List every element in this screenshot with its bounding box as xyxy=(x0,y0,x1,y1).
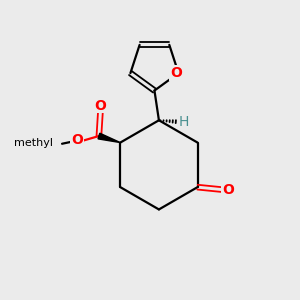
Text: H: H xyxy=(179,115,189,129)
Text: O: O xyxy=(170,66,182,80)
Text: O: O xyxy=(222,182,234,197)
Text: methyl: methyl xyxy=(14,138,53,148)
Text: O: O xyxy=(94,99,106,113)
Polygon shape xyxy=(98,133,120,142)
Text: O: O xyxy=(71,133,83,147)
